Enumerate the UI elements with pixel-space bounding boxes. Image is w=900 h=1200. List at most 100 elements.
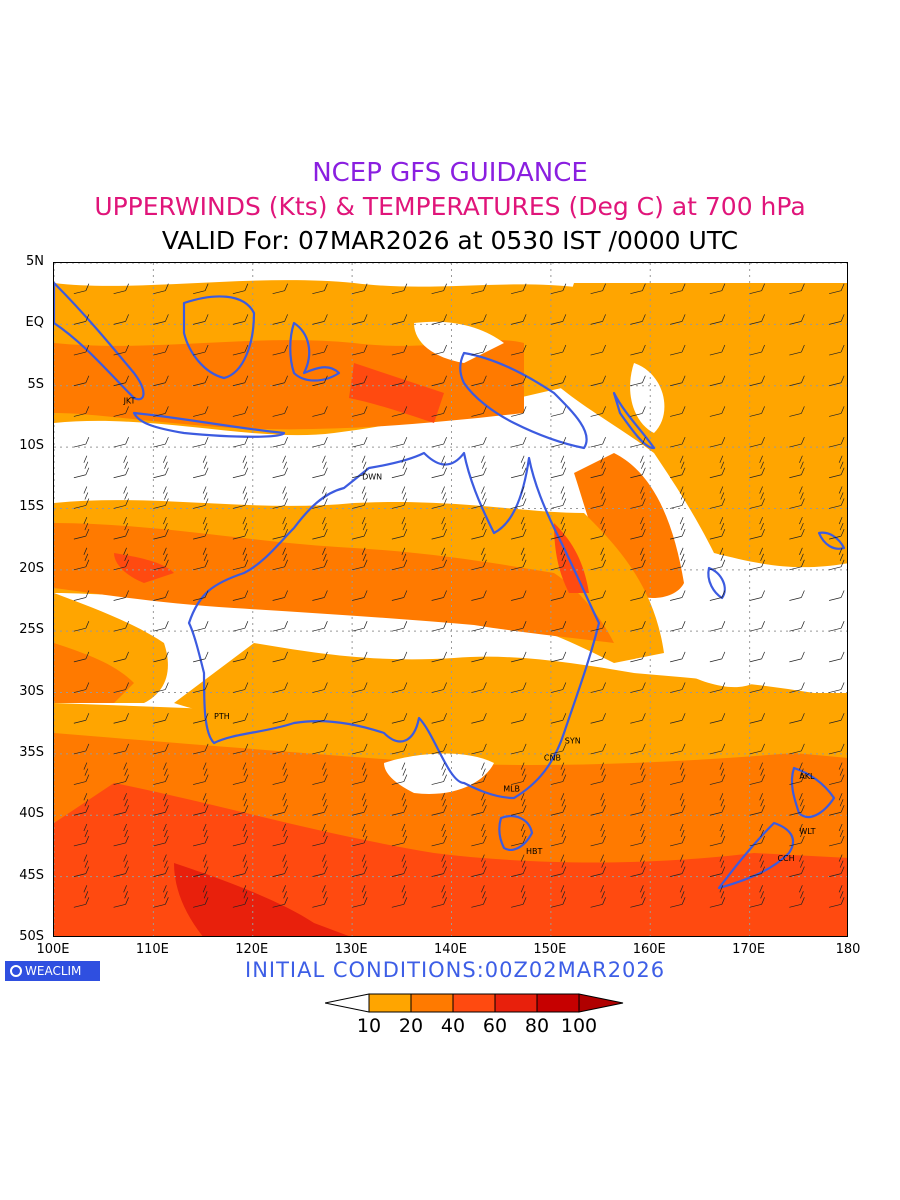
wind-barb [73, 590, 90, 601]
wind-barb [789, 743, 805, 755]
wind-barb [193, 713, 209, 724]
wind-barb [232, 762, 249, 785]
wind-barb [471, 682, 487, 693]
wind-barb [829, 621, 845, 632]
lat-label: 5S [27, 376, 44, 392]
wind-barb [312, 486, 328, 509]
wind-barb [113, 885, 129, 908]
wind-barb [352, 516, 368, 540]
wind-barb [391, 885, 408, 908]
wind-barb [709, 344, 726, 356]
wind-barb [590, 793, 606, 816]
place-label: PTH [214, 712, 230, 721]
lat-label: EQ [25, 315, 44, 331]
wind-barb [471, 406, 487, 417]
wind-barb [113, 651, 129, 663]
wind-barb [232, 406, 249, 417]
wind-barb [113, 793, 129, 816]
wind-barb [709, 436, 726, 448]
wind-barb [113, 547, 129, 571]
wind-barb [272, 885, 288, 908]
wind-barb [829, 823, 845, 847]
wind-barb [312, 547, 328, 571]
place-label: WLT [799, 827, 815, 836]
wind-barb [153, 547, 169, 571]
wind-barb [749, 854, 765, 877]
wind-barb [431, 651, 447, 663]
wind-barb [153, 406, 169, 417]
wind-barb [272, 793, 288, 816]
wind-barb [232, 885, 249, 908]
wind-barb [630, 854, 646, 877]
wind-barb [630, 823, 646, 847]
wind-barb [272, 621, 288, 632]
wind-barb [749, 406, 765, 417]
wind-barb [789, 590, 805, 601]
wind-barb [590, 682, 606, 693]
wind-barb [829, 682, 845, 693]
wind-barb [232, 344, 249, 356]
wind-barb [511, 793, 527, 816]
wind-barb [471, 885, 487, 908]
wind-barb [590, 590, 606, 601]
wind-barb [113, 283, 129, 295]
wind-barb [153, 283, 169, 295]
colorbar-label: 100 [560, 1015, 598, 1037]
lat-label: 50S [19, 929, 44, 944]
wind-barb [550, 885, 567, 908]
wind-barb [312, 762, 328, 785]
wind-barb [511, 682, 527, 693]
wind-barb [431, 713, 447, 724]
wind-barb [391, 344, 408, 356]
wind-barb [670, 682, 686, 693]
wind-barb [352, 762, 368, 785]
wind-barb [113, 314, 129, 325]
wind-barb [431, 885, 447, 908]
wind-barb [153, 854, 169, 877]
wind-barb [312, 283, 328, 295]
wind-barb [511, 854, 527, 877]
wind-barb [431, 743, 447, 755]
wind-barb [232, 375, 249, 387]
wind-barb [829, 590, 845, 601]
wind-barb [550, 486, 567, 509]
wind-barb [272, 823, 288, 847]
wind-barb [312, 455, 328, 479]
wind-barb [670, 486, 686, 509]
wind-barb [312, 651, 328, 663]
wind-barb [352, 885, 368, 908]
wind-barb [73, 823, 90, 847]
wind-barb [352, 314, 368, 325]
wind-barb [471, 713, 487, 724]
wind-barb [709, 406, 726, 417]
wind-barb [670, 621, 686, 632]
wind-barb [749, 713, 765, 724]
wind-barb [193, 885, 209, 908]
place-label: HBT [526, 847, 543, 856]
lon-label: 170E [732, 942, 766, 957]
wind-barb [153, 375, 169, 387]
wind-barb [670, 516, 686, 540]
wind-barb [511, 375, 527, 387]
weaclim-badge: WEACLIM [5, 961, 100, 981]
wind-barb [272, 486, 288, 509]
wind-barb [73, 621, 90, 632]
wind-barb [829, 375, 845, 387]
wind-barb [153, 344, 169, 356]
wind-barb [113, 455, 129, 479]
wind-barb [113, 682, 129, 693]
wind-barb [312, 854, 328, 877]
wind-barb [352, 743, 368, 755]
wind-barb [391, 651, 408, 663]
wind-barb [670, 885, 686, 908]
wind-barb [630, 344, 646, 356]
colorbar-max-triangle [578, 993, 624, 1013]
wind-barb [391, 436, 408, 448]
wind-barb [431, 793, 447, 816]
wind-barb [73, 406, 90, 417]
wind-barb [113, 713, 129, 724]
colorbar-segment [410, 993, 454, 1013]
wind-barb [153, 885, 169, 908]
wind-barb [471, 516, 487, 540]
wind-barb [471, 793, 487, 816]
